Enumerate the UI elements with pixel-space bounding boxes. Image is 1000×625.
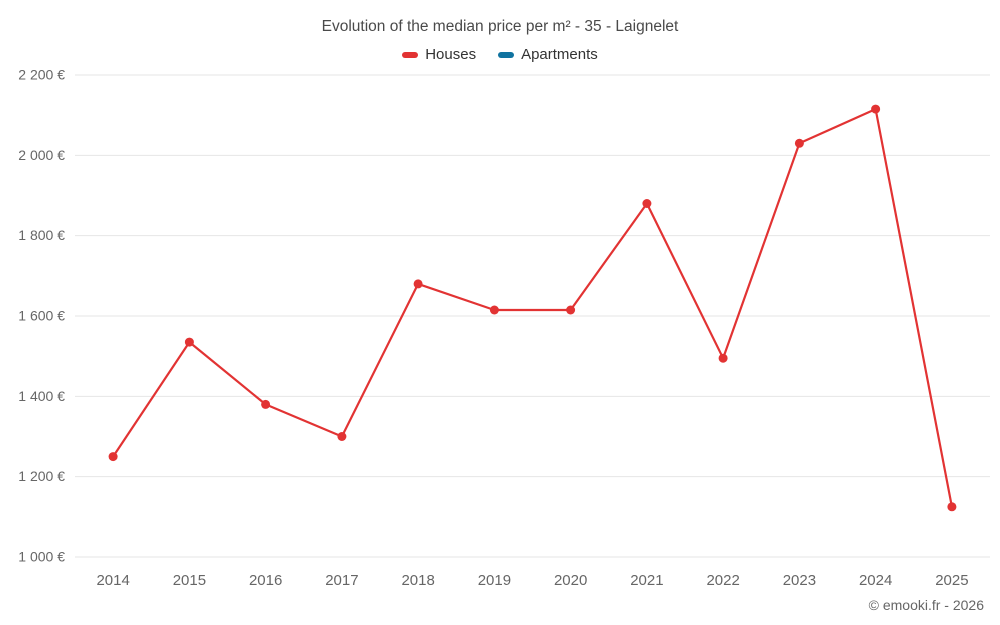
data-point-marker[interactable] — [642, 199, 652, 208]
data-point-marker[interactable] — [489, 305, 499, 315]
data-point-marker[interactable] — [184, 337, 194, 347]
x-axis-tick-label: 2022 — [706, 572, 739, 589]
legend-label-houses: Houses — [425, 46, 477, 63]
y-axis-tick-label: 1 400 € — [18, 388, 65, 404]
y-axis-tick-label: 1 200 € — [18, 468, 65, 484]
y-axis-tick-label: 2 000 € — [18, 147, 65, 163]
legend-item-apartments[interactable]: Apartments — [498, 46, 598, 63]
x-axis-tick-label: 2018 — [401, 572, 434, 589]
data-point-marker[interactable] — [261, 399, 271, 409]
data-point-marker[interactable] — [947, 502, 957, 512]
data-point-marker[interactable] — [108, 452, 118, 462]
x-axis-tick-label: 2017 — [325, 572, 358, 589]
x-axis-tick-label: 2015 — [173, 572, 206, 589]
x-axis-tick-label: 2020 — [554, 572, 587, 589]
y-axis-tick-label: 1 000 € — [18, 548, 65, 564]
houses-series-swatch-icon — [402, 51, 419, 58]
x-axis-tick-label: 2016 — [249, 572, 282, 589]
series-line-houses — [111, 107, 954, 508]
y-axis-tick-label: 1 800 € — [18, 227, 65, 243]
data-point-marker[interactable] — [718, 353, 728, 363]
x-axis-tick-label: 2025 — [935, 572, 968, 589]
copyright: © emooki.fr - 2026 — [868, 597, 984, 613]
y-axis-tick-label: 2 200 € — [18, 66, 65, 82]
data-point-marker[interactable] — [566, 305, 576, 315]
apartments-series-swatch-icon — [498, 51, 515, 58]
x-axis-tick-label: 2019 — [478, 572, 511, 589]
legend-item-houses[interactable]: Houses — [402, 46, 476, 63]
x-axis-tick-label: 2024 — [859, 572, 892, 589]
data-point-marker[interactable] — [337, 432, 347, 441]
legend-label-apartments: Apartments — [521, 46, 598, 63]
x-axis-tick-label: 2014 — [96, 572, 129, 589]
data-point-marker[interactable] — [413, 279, 423, 289]
legend: Houses Apartments — [0, 46, 1000, 63]
chart-title: Evolution of the median price per m² - 3… — [321, 18, 679, 35]
data-point-marker[interactable] — [794, 138, 804, 148]
x-axis-tick-label: 2023 — [783, 572, 816, 589]
data-point-marker[interactable] — [871, 104, 881, 114]
y-axis-tick-label: 1 600 € — [18, 307, 65, 323]
x-axis-tick-label: 2021 — [630, 572, 663, 589]
